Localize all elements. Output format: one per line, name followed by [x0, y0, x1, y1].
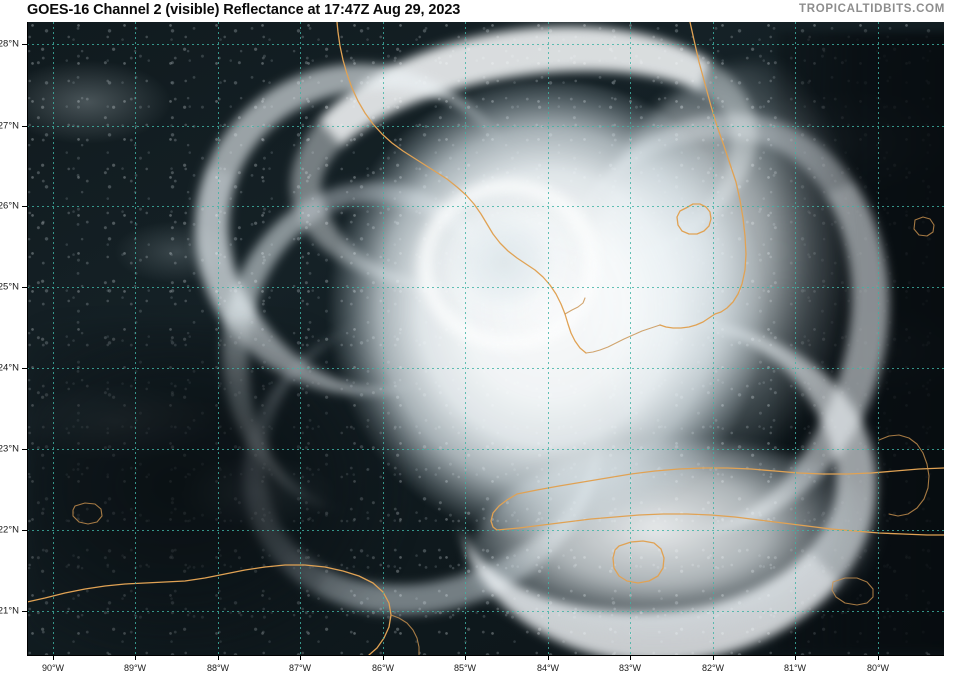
satellite-image-plot[interactable]: [27, 22, 944, 655]
lon-label-85: 85°W: [453, 663, 477, 673]
bottom-margin: [0, 656, 960, 685]
lon-label-84: 84°W: [536, 663, 560, 673]
lon-label-89: 89°W: [123, 663, 147, 673]
lat-label-27: 27°N: [0, 120, 19, 132]
lon-label-87: 87°W: [288, 663, 312, 673]
lat-label-23: 23°N: [0, 443, 19, 455]
lon-label-83: 83°W: [618, 663, 642, 673]
lat-label-22: 22°N: [0, 524, 19, 536]
lon-label-90: 90°W: [41, 663, 65, 673]
latitude-axis-line: [27, 22, 28, 655]
longitude-axis-line: [27, 655, 944, 656]
hurricane-eye: [437, 197, 577, 327]
lon-label-88: 88°W: [206, 663, 230, 673]
lat-label-21: 21°N: [0, 605, 19, 617]
lon-label-86: 86°W: [371, 663, 395, 673]
source-watermark: TROPICALTIDBITS.COM: [799, 3, 945, 15]
title-bar: GOES-16 Channel 2 (visible) Reflectance …: [0, 0, 960, 22]
lon-label-81: 81°W: [783, 663, 807, 673]
lat-label-26: 26°N: [0, 200, 19, 212]
left-margin: [0, 22, 27, 655]
lon-label-82: 82°W: [701, 663, 725, 673]
lat-label-24: 24°N: [0, 362, 19, 374]
clear-slot-southwest: [27, 322, 417, 655]
page-title: GOES-16 Channel 2 (visible) Reflectance …: [27, 2, 461, 18]
lat-label-25: 25°N: [0, 281, 19, 293]
right-margin: [944, 0, 960, 685]
lon-label-80: 80°W: [866, 663, 890, 673]
lat-label-28: 28°N: [0, 38, 19, 50]
